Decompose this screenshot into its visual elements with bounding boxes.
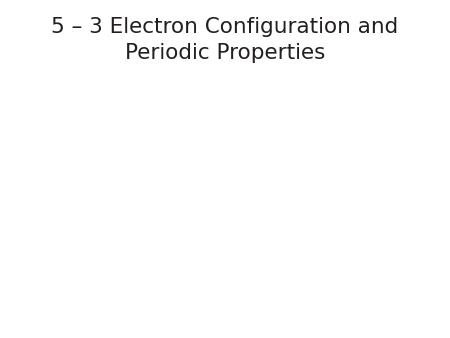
Text: 5 – 3 Electron Configuration and
Periodic Properties: 5 – 3 Electron Configuration and Periodi… bbox=[51, 17, 399, 63]
